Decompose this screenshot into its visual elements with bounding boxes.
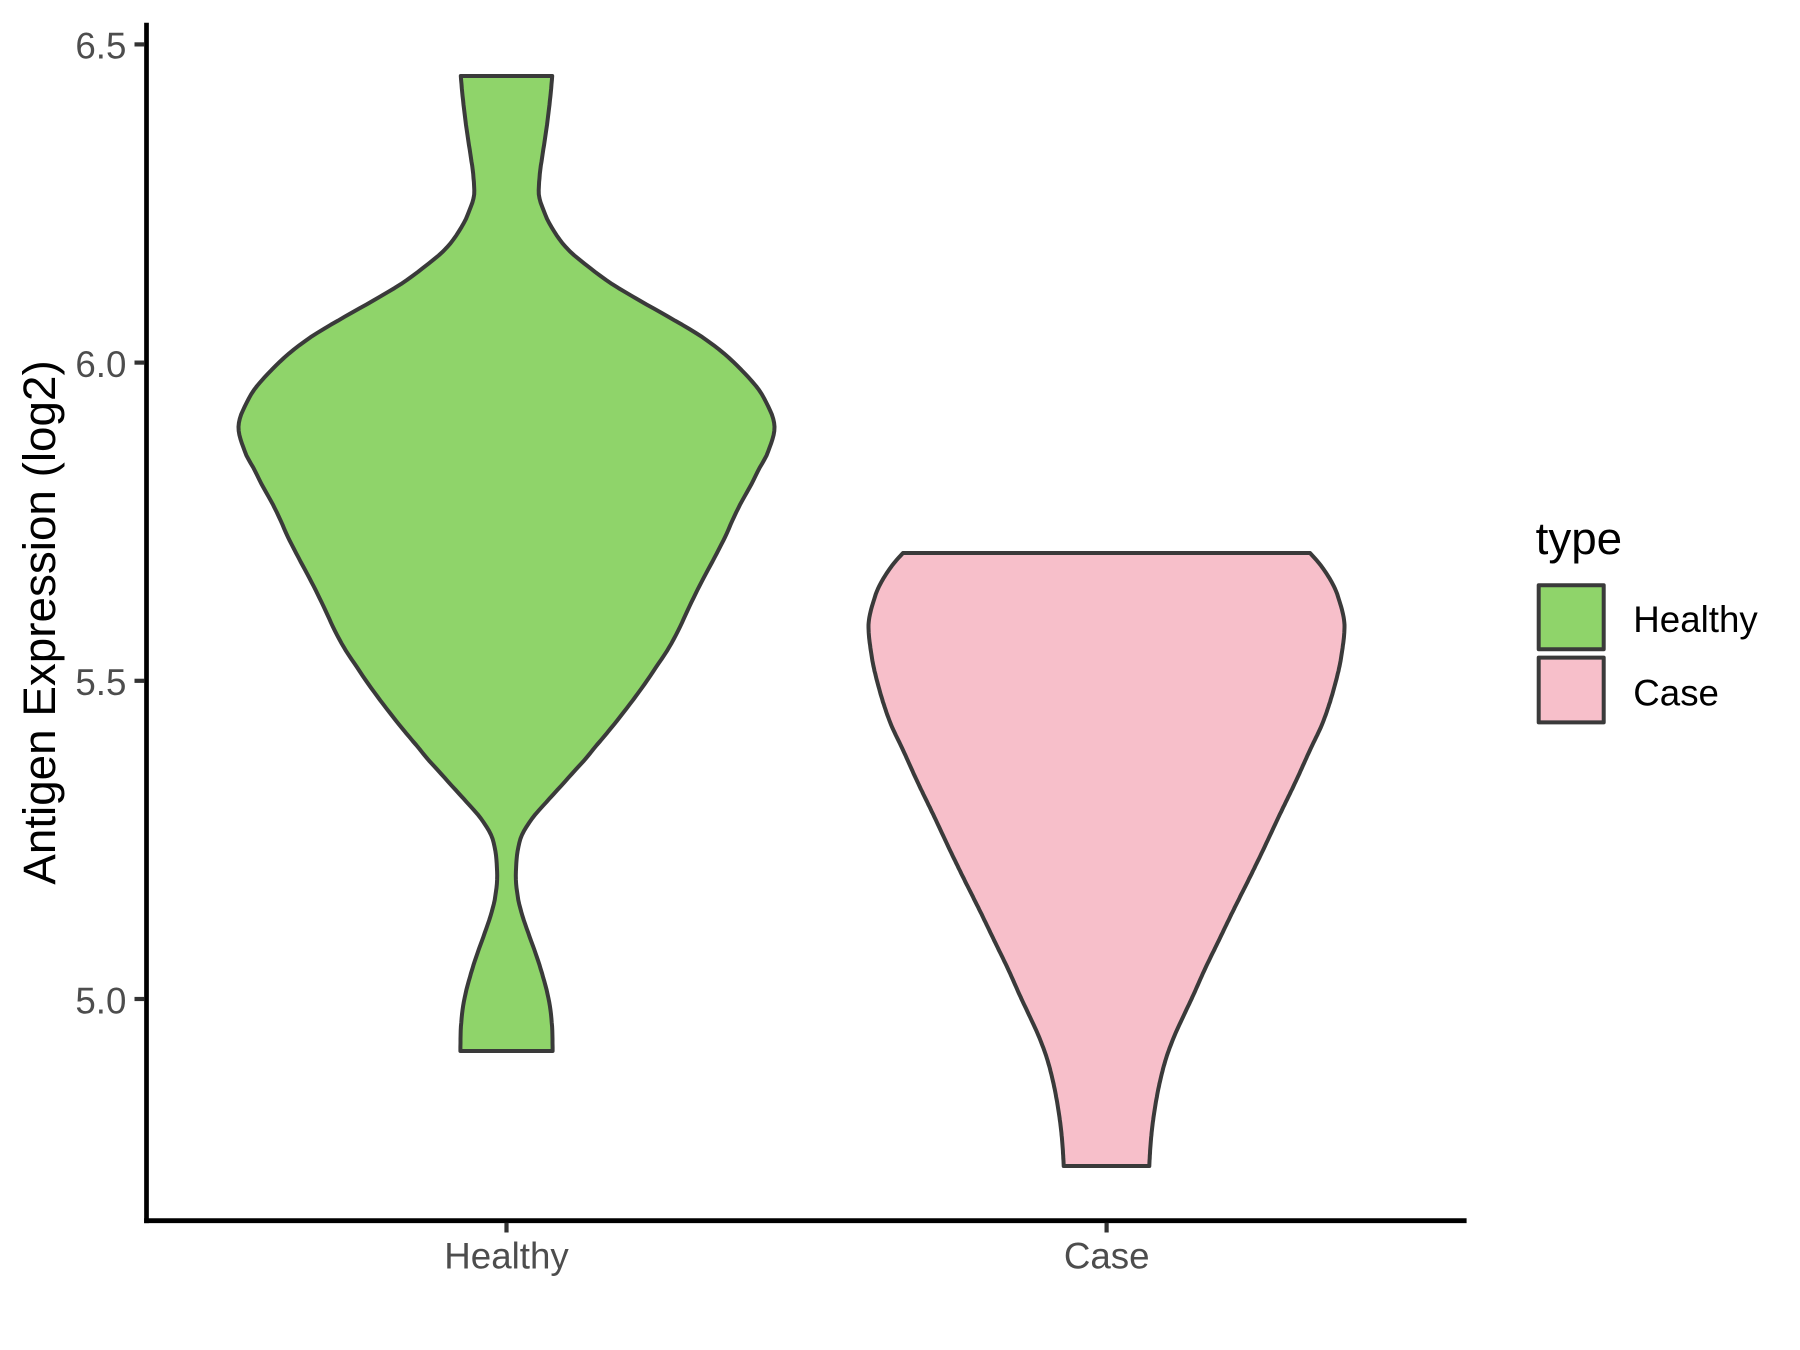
svg-text:6.5: 6.5 xyxy=(75,26,126,67)
svg-text:5.0: 5.0 xyxy=(75,980,126,1021)
svg-text:Antigen Expression (log2): Antigen Expression (log2) xyxy=(14,360,65,884)
svg-text:Healthy: Healthy xyxy=(444,1236,569,1277)
svg-text:Healthy: Healthy xyxy=(1633,599,1758,640)
svg-text:type: type xyxy=(1536,513,1623,564)
svg-text:Case: Case xyxy=(1633,672,1719,713)
svg-text:6.0: 6.0 xyxy=(75,344,126,385)
svg-text:Case: Case xyxy=(1064,1236,1150,1277)
svg-text:5.5: 5.5 xyxy=(75,662,126,703)
